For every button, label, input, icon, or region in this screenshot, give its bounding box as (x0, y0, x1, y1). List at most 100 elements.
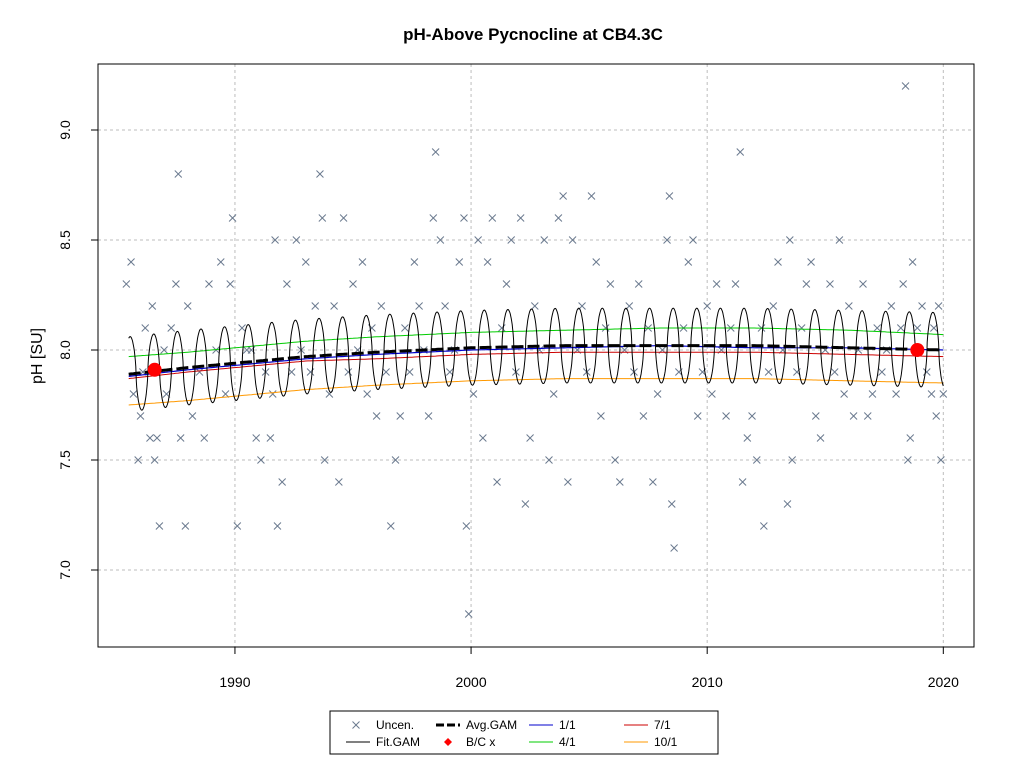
data-point (774, 258, 782, 266)
data-point (934, 302, 943, 310)
data-point (868, 390, 877, 398)
data-point (597, 412, 605, 420)
data-point (649, 478, 657, 486)
data-point (507, 236, 516, 244)
data-point (410, 258, 419, 266)
data-point (150, 456, 159, 464)
data-point (665, 192, 674, 200)
data-point (174, 170, 183, 178)
data-point (859, 280, 867, 288)
data-point (344, 368, 353, 376)
data-point (937, 456, 945, 464)
legend-label: 4/1 (559, 735, 576, 749)
data-point (802, 280, 811, 288)
data-point (464, 610, 473, 618)
data-point (849, 412, 858, 420)
data-point (783, 500, 792, 508)
data-point (391, 456, 400, 464)
data-point (549, 390, 558, 398)
data-point (136, 412, 145, 420)
data-point (266, 434, 275, 442)
data-point (769, 302, 778, 310)
data-point (564, 478, 572, 486)
data-point (268, 390, 277, 398)
data-point (530, 302, 539, 310)
data-point (122, 280, 131, 288)
data-point (372, 412, 381, 420)
data-point (554, 214, 563, 222)
legend-label: 7/1 (654, 718, 671, 732)
data-point (736, 148, 745, 156)
y-axis-title: pH [SU] (29, 328, 46, 384)
series-uncensored (122, 82, 948, 618)
data-point (653, 390, 662, 398)
data-point (129, 390, 138, 398)
y-tick-label: 8.5 (57, 230, 73, 250)
data-point (693, 412, 702, 420)
data-point (358, 258, 367, 266)
x-tick-label: 1990 (219, 674, 250, 690)
series-avg-gam (128, 344, 944, 376)
data-point (908, 258, 917, 266)
data-point (939, 390, 948, 398)
data-point (148, 302, 157, 310)
y-tick-label: 7.0 (57, 560, 73, 580)
data-point (835, 236, 844, 244)
data-point (441, 302, 449, 310)
series-fit-gam (128, 307, 944, 411)
x-tick-label: 2020 (928, 674, 959, 690)
data-point (899, 280, 908, 288)
data-point (816, 434, 825, 442)
data-point (479, 434, 487, 442)
legend-item: Avg.GAM (436, 718, 517, 732)
data-point (873, 324, 882, 332)
data-point (811, 412, 820, 420)
data-point (127, 258, 135, 266)
data-point (752, 456, 761, 464)
data-point (927, 390, 936, 398)
series-jul-line (128, 351, 944, 380)
data-point (155, 522, 164, 530)
data-point (382, 368, 390, 376)
legend-label: Fit.GAM (376, 735, 420, 749)
x-tick-label: 2000 (455, 674, 486, 690)
data-point (689, 236, 697, 244)
data-point (497, 324, 506, 332)
data-point (311, 302, 320, 310)
bc-marker (910, 343, 925, 357)
data-point (153, 434, 161, 442)
data-point (516, 214, 525, 222)
data-point (764, 368, 773, 376)
data-point (722, 412, 730, 420)
data-point (401, 324, 409, 332)
data-point (183, 302, 192, 310)
chart-title: pH-Above Pycnocline at CB4.3C (403, 25, 663, 44)
data-point (386, 522, 395, 530)
data-point (200, 434, 209, 442)
data-point (521, 500, 530, 508)
data-point (273, 522, 282, 530)
data-point (257, 456, 265, 464)
data-point (195, 368, 204, 376)
legend: Uncen. Avg.GAM 1/1 7/1 Fit.GAM B/C x 4/1 10/1 (329, 710, 719, 755)
data-point (932, 412, 941, 420)
x-tick-label: 2010 (692, 674, 723, 690)
legend-box (329, 710, 719, 755)
data-point (160, 346, 168, 354)
data-point (146, 434, 154, 442)
data-point (283, 280, 291, 288)
data-point (316, 170, 324, 178)
data-point (887, 302, 896, 310)
data-point (424, 412, 433, 420)
data-point (797, 324, 806, 332)
legend-label: B/C x (466, 735, 495, 749)
data-point (896, 324, 905, 332)
plot-frame (97, 63, 975, 648)
y-tick-label: 7.5 (57, 450, 73, 470)
legend-item: 4/1 (529, 735, 576, 749)
data-point (238, 324, 246, 332)
data-point (221, 390, 230, 398)
data-point (906, 434, 915, 442)
data-point (663, 236, 671, 244)
